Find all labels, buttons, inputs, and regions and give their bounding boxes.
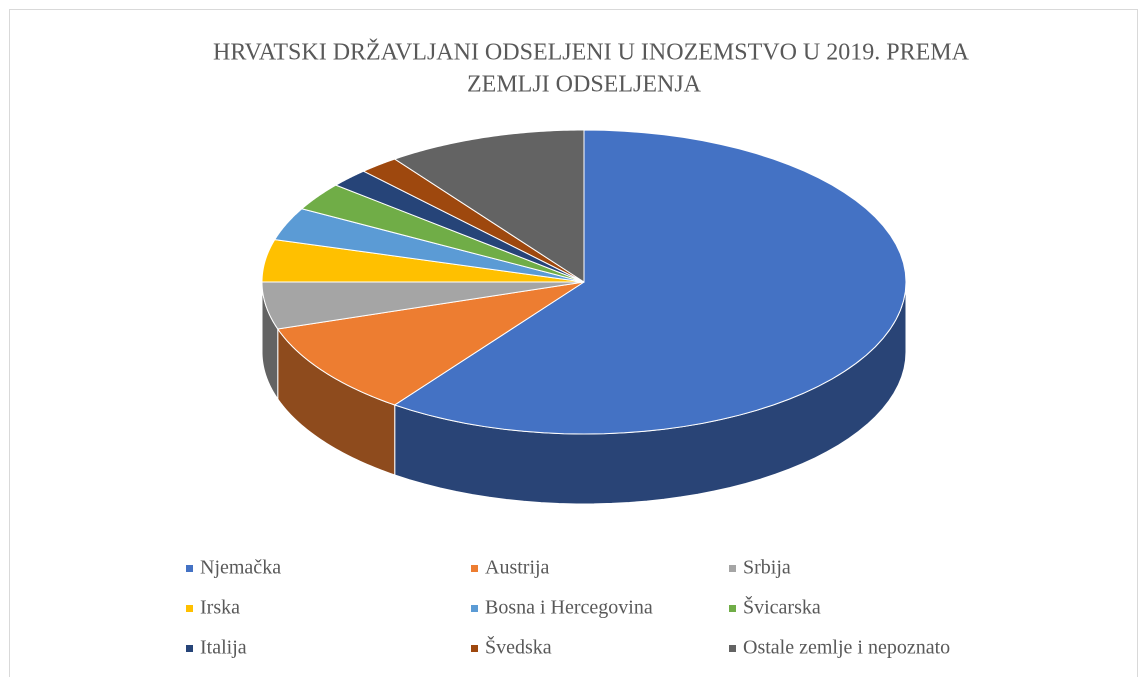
slice [393,129,585,283]
slice-tops [261,129,907,435]
legend-swatch [186,565,193,572]
legend-swatch [471,645,478,652]
legend-swatch [471,565,478,572]
legend-label: Švicarska [743,595,821,619]
legend-label: Irska [200,597,240,619]
legend-label: Italija [200,637,247,659]
slice [261,281,585,330]
legend-label: Austrija [485,557,550,579]
slice [334,170,585,283]
legend-swatch [186,605,193,612]
legend-swatch [729,605,736,612]
slice [300,184,585,283]
slice [276,281,585,406]
legend-label: Švedska [485,635,552,659]
slice [362,158,585,283]
legend-label: Njemačka [200,557,281,579]
legend-swatch [729,645,736,652]
legend-label: Srbija [743,557,791,579]
legend-label: Ostale zemlje i nepoznato [743,637,950,659]
slice [393,129,907,435]
slice [273,208,585,283]
legend-swatch [729,565,736,572]
chart-title: ZEMLJI ODSELJENJA [467,72,702,98]
legend-swatch [186,645,193,652]
legend-swatch [471,605,478,612]
chart-title: HRVATSKI DRŽAVLJANI ODSELJENI U INOZEMST… [213,40,970,66]
slice-sides [261,281,907,505]
legend-label: Bosna i Hercegovina [485,597,653,619]
